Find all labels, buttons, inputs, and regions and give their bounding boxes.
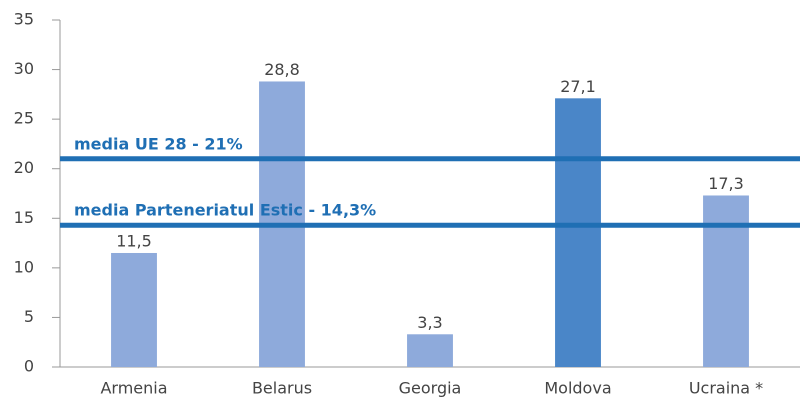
x-tick-label: Ucraina * bbox=[689, 379, 763, 398]
bar bbox=[703, 195, 749, 367]
bar bbox=[555, 98, 601, 367]
bar bbox=[111, 252, 157, 367]
y-tick-label: 25 bbox=[14, 109, 34, 128]
bar bbox=[407, 334, 453, 367]
y-tick-label: 5 bbox=[24, 307, 34, 326]
x-tick-label: Belarus bbox=[252, 379, 312, 398]
x-tick-label: Moldova bbox=[544, 379, 611, 398]
y-tick-label: 35 bbox=[14, 10, 34, 29]
x-tick-label: Armenia bbox=[100, 379, 167, 398]
x-tick-label: Georgia bbox=[399, 379, 462, 398]
value-label: 28,8 bbox=[264, 60, 300, 79]
reference-label: media Parteneriatul Estic - 14,3% bbox=[74, 201, 376, 220]
y-tick-label: 10 bbox=[14, 257, 34, 276]
value-label: 17,3 bbox=[708, 174, 744, 193]
y-tick-label: 15 bbox=[14, 208, 34, 227]
value-label: 3,3 bbox=[417, 313, 442, 332]
y-tick-label: 0 bbox=[24, 357, 34, 376]
y-tick-label: 20 bbox=[14, 158, 34, 177]
value-label: 11,5 bbox=[116, 231, 152, 250]
reference-label: media UE 28 - 21% bbox=[74, 134, 243, 153]
value-label: 27,1 bbox=[560, 77, 596, 96]
y-tick-label: 30 bbox=[14, 59, 34, 78]
